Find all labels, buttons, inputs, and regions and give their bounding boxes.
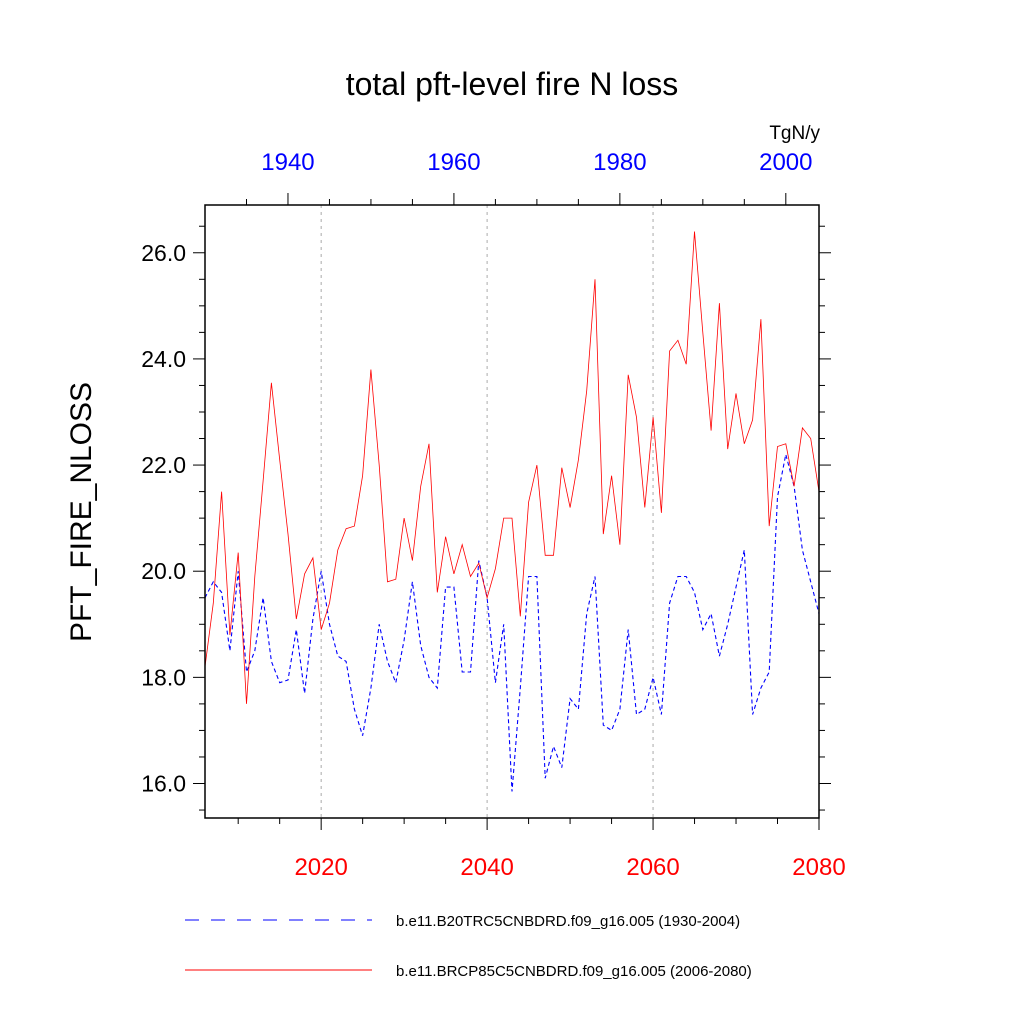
x-tick-label-top: 1940 <box>261 149 314 176</box>
axes: 16.0 18.0 20.0 22.0 24.0 26.0 2020 2040 2060 2080… <box>141 149 845 881</box>
chart-title: total pft-level fire N loss <box>346 66 679 102</box>
series-group <box>204 231 820 792</box>
y-tick-label: 18.0 <box>141 664 186 690</box>
legend-label-rcp85: b.e11.BRCP85C5CNBDRD.f09_g16.005 (2006-2… <box>396 963 752 980</box>
x-tick-label-bottom: 2020 <box>294 854 347 881</box>
x-tick-label-top: 1980 <box>593 149 646 176</box>
x-tick-label-bottom: 2060 <box>626 854 679 881</box>
y-tick-label: 22.0 <box>141 452 186 478</box>
x-tick-label-bottom: 2080 <box>792 854 845 881</box>
units-label: TgN/y <box>769 123 820 144</box>
legend-label-historical: b.e11.B20TRC5CNBDRD.f09_g16.005 (1930-20… <box>396 913 740 930</box>
x-tick-label-top: 2000 <box>759 149 812 176</box>
series-line-1 <box>204 231 820 704</box>
y-tick-label: 20.0 <box>141 558 186 584</box>
y-tick-label: 26.0 <box>141 240 186 266</box>
y-tick-label: 24.0 <box>141 346 186 372</box>
vertical-gridlines <box>320 205 654 818</box>
plot-frame <box>204 204 820 819</box>
y-tick-label: 16.0 <box>141 771 186 797</box>
x-tick-label-bottom: 2040 <box>460 854 513 881</box>
x-tick-label-top: 1960 <box>427 149 480 176</box>
legend: b.e11.B20TRC5CNBDRD.f09_g16.005 (1930-20… <box>185 913 752 980</box>
y-axis-label: PFT_FIRE_NLOSS <box>65 382 98 642</box>
series-line-0 <box>204 454 820 792</box>
